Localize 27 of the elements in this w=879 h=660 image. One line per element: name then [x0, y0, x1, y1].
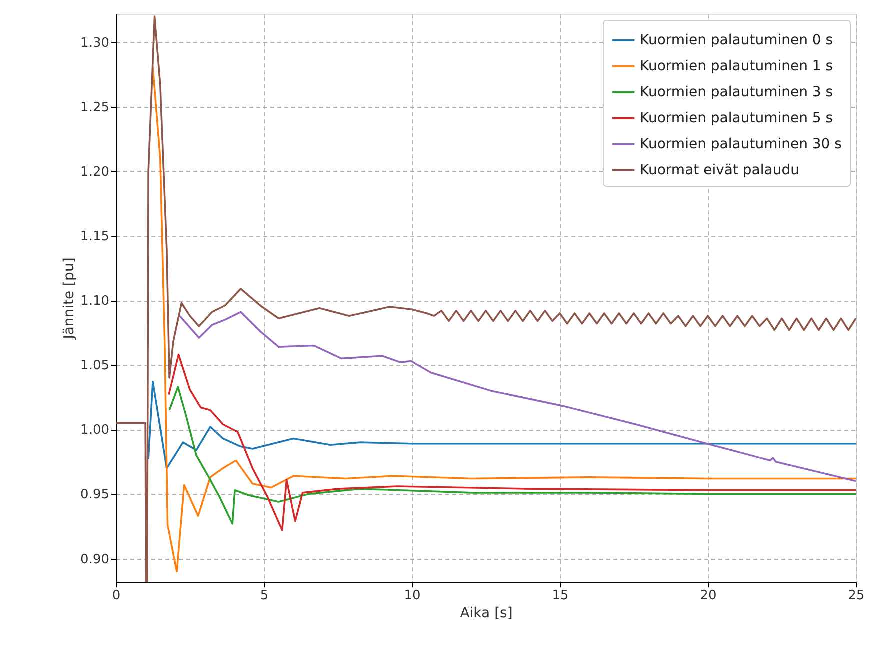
legend-label: Kuormien palautuminen 5 s: [640, 110, 834, 126]
x-tick-label: 20: [700, 588, 717, 604]
y-tick-label: 1.30: [80, 36, 110, 51]
legend-label: Kuormien palautuminen 0 s: [640, 32, 834, 48]
x-axis-title: Aika [s]: [460, 606, 513, 622]
x-tick-label: 25: [848, 588, 865, 604]
y-tick-label: 1.10: [80, 294, 110, 310]
x-tick-label: 0: [112, 588, 121, 604]
y-tick-label: 1.25: [80, 100, 110, 116]
legend-label: Kuormien palautuminen 30 s: [640, 136, 842, 152]
legend-label: Kuormien palautuminen 1 s: [640, 58, 834, 74]
y-tick-label: 1.15: [80, 230, 110, 245]
line-series: [168, 354, 856, 532]
x-tick-label: 15: [552, 588, 569, 604]
line-series: [168, 386, 856, 525]
y-tick-label: 1.05: [80, 358, 110, 374]
y-tick-label: 1.20: [80, 164, 110, 180]
y-tick-label: 0.95: [80, 488, 110, 503]
x-tick-label: 5: [260, 588, 269, 604]
legend-label: Kuormien palautuminen 3 s: [640, 84, 834, 100]
x-tick-label: 10: [404, 588, 421, 604]
y-tick-label: 1.00: [80, 423, 110, 438]
line-series: [178, 311, 856, 482]
y-axis-title: Jännite [pu]: [62, 258, 78, 340]
legend-label: Kuormat eivät palaudu: [640, 162, 800, 178]
y-tick-label: 0.90: [80, 552, 110, 568]
line-series: [148, 381, 856, 470]
